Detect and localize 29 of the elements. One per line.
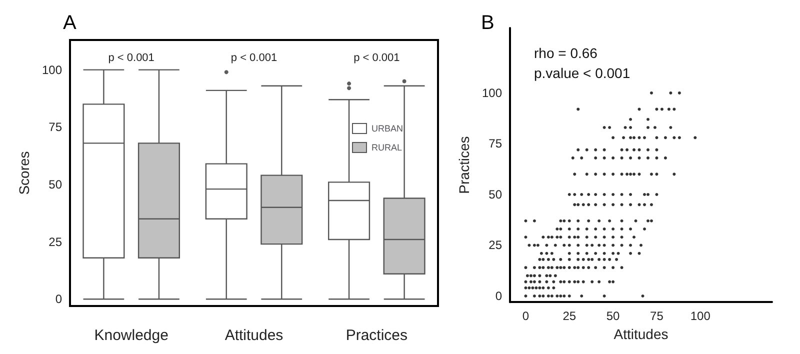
legend-label: RURAL [371,142,402,152]
y-tick-label: 75 [488,136,502,151]
annotation: p < 0.001 [230,52,278,64]
x-tick-label: 25 [562,309,576,324]
y-tick-label: 50 [488,187,502,202]
x-tick-label: Practices [346,327,408,344]
y-tick-label: 50 [48,177,62,192]
x-tick-label: 100 [690,309,711,324]
y-tick-label: 25 [48,234,62,249]
legend-label: URBAN [371,124,404,134]
chart-title: B [481,12,494,34]
y-axis-title: Scores [16,151,32,195]
annotation: p < 0.001 [108,52,154,64]
annotation: p.value < 0.001 [534,65,630,81]
x-tick-label: Knowledge [94,327,168,344]
y-tick-label: 75 [48,120,62,134]
chart-title: A [63,12,77,34]
y-tick-label: 100 [42,62,62,77]
annotation: rho = 0.66 [534,45,598,61]
y-axis-title: Practices [456,136,472,194]
y-tick-label: 0 [55,292,62,306]
x-tick-label: 75 [650,309,664,324]
annotation: p < 0.001 [354,52,400,64]
y-tick-label: 25 [488,238,502,252]
x-tick-label: 50 [606,309,620,324]
x-tick-label: Attitudes [224,327,284,344]
x-tick-label: 0 [522,309,530,324]
y-tick-label: 100 [482,86,502,100]
y-tick-label: 0 [495,289,502,304]
